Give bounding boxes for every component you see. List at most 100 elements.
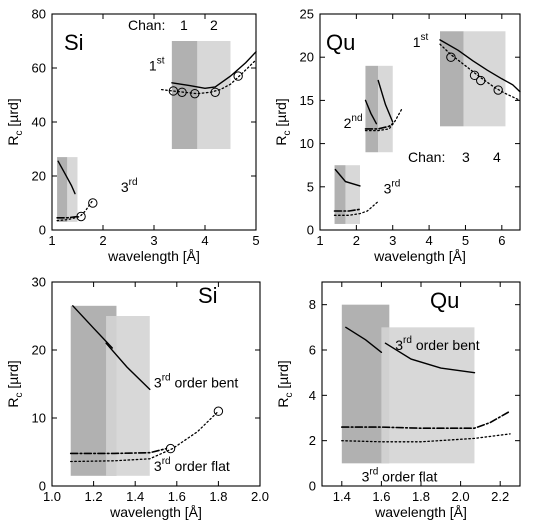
y-tick-label: 0	[39, 223, 46, 238]
order-annotation: 3rd order bent	[395, 335, 480, 353]
panel-title: Qu	[326, 30, 355, 55]
data-point	[190, 88, 200, 99]
series-line	[341, 433, 511, 443]
series-line	[72, 305, 114, 349]
x-axis-label: wavelength [Å]	[373, 248, 466, 264]
series-line	[439, 39, 521, 93]
y-tick-label: 30	[32, 275, 46, 290]
x-tick-label: 3	[150, 233, 157, 248]
x-tick-label: 4	[425, 233, 432, 248]
channel-band	[345, 165, 360, 224]
x-tick-label: 1.6	[372, 489, 390, 504]
y-tick-label: 25	[300, 7, 314, 22]
plot-frame	[319, 13, 521, 231]
channel-number: 1	[180, 17, 188, 33]
y-tick-label: 10	[32, 411, 46, 426]
order-annotation: 1st	[149, 56, 165, 74]
y-tick-label: 2	[309, 433, 316, 448]
y-tick-label: 20	[32, 343, 46, 358]
series-line	[364, 99, 378, 125]
y-tick-label: 15	[300, 93, 314, 108]
x-tick-label: 2	[99, 233, 106, 248]
y-tick-label: 20	[300, 50, 314, 65]
plot-frame	[51, 281, 261, 487]
channel-band	[365, 65, 379, 153]
channel-label: Chan:	[408, 149, 445, 165]
data-point	[88, 198, 98, 208]
x-tick-label: 5	[252, 233, 259, 248]
y-axis-label: Rc [µrd]	[273, 98, 293, 145]
channel-label: Chan:	[128, 17, 165, 33]
order-annotation: 3rd order flat	[362, 466, 438, 484]
order-annotation: 2nd	[344, 113, 363, 131]
y-tick-label: 20	[32, 169, 46, 184]
channel-band	[334, 165, 346, 224]
series-line	[384, 342, 476, 374]
x-tick-label: 2.0	[452, 489, 470, 504]
series-line	[70, 410, 220, 463]
series-line	[160, 59, 257, 95]
panel-title: Si	[64, 30, 84, 55]
y-tick-label: 40	[32, 115, 46, 130]
x-tick-label: 5	[462, 233, 469, 248]
x-tick-label: 1.8	[209, 489, 227, 504]
x-tick-label: 1.8	[412, 489, 430, 504]
channel-band	[106, 316, 150, 476]
series-line	[56, 215, 79, 219]
x-axis-label: wavelength [Å]	[374, 504, 467, 520]
series-line	[105, 342, 151, 391]
channel-band	[171, 41, 198, 149]
x-axis-label: wavelength [Å]	[109, 504, 202, 520]
data-point	[469, 70, 480, 81]
y-tick-label: 0	[39, 479, 46, 494]
x-tick-label: 3	[389, 233, 396, 248]
panel-2: 1 2 3 4 5 6 0 5 10 15 20 25 wavelength [Å] Rc [µrd] Qu…	[273, 7, 521, 264]
channel-number: 2	[210, 17, 218, 33]
series-line	[334, 168, 361, 187]
panel-1: 1 2 3 4 5 0 20 40 60 80 wavelength [Å] Rc [µrd] Si Ch…	[5, 7, 260, 265]
data-point	[210, 87, 220, 98]
channel-band	[57, 157, 68, 222]
x-tick-label: 1.4	[333, 489, 351, 504]
data-point	[76, 211, 86, 222]
x-tick-label: 1	[48, 233, 55, 248]
channel-band	[341, 304, 390, 464]
channel-number: 4	[493, 149, 501, 165]
channel-band	[440, 31, 464, 127]
data-point	[233, 71, 243, 81]
order-annotation: 1st	[413, 32, 429, 50]
panel-3: 1.0 1.2 1.4 1.6 1.8 2.0 0 10 20 30 wavelength [Å] R…	[5, 275, 269, 521]
channel-band	[67, 157, 78, 222]
x-tick-label: 2.2	[491, 489, 509, 504]
x-tick-label: 1.2	[85, 489, 103, 504]
panel-title: Si	[198, 283, 218, 308]
series-line	[333, 208, 361, 212]
panel-4: 1.4 1.6 1.8 2.0 2.2 0 2 4 6 8 wavelength [Å] Rc [µr…	[275, 281, 521, 520]
series-line	[377, 79, 394, 123]
y-tick-label: 4	[309, 388, 316, 403]
y-tick-label: 0	[309, 479, 316, 494]
x-tick-label: 1.4	[126, 489, 144, 504]
x-tick-label: 1.6	[168, 489, 186, 504]
y-tick-label: 0	[307, 223, 314, 238]
data-point	[493, 85, 503, 95]
x-tick-label: 1.0	[43, 489, 61, 504]
x-tick-label: 2.0	[251, 489, 269, 504]
panel-title: Qu	[430, 288, 459, 313]
y-axis-label: Rc [µrd]	[275, 360, 295, 407]
order-annotation: 3rd order bent	[154, 372, 239, 390]
y-tick-label: 8	[309, 297, 316, 312]
x-tick-label: 1	[316, 233, 323, 248]
series-line	[364, 108, 403, 132]
x-axis-label: wavelength [Å]	[107, 248, 200, 264]
data-point	[476, 75, 486, 86]
data-point	[177, 87, 187, 98]
series-line	[69, 447, 168, 455]
y-tick-label: 6	[309, 343, 316, 358]
y-axis-label: Rc [µrd]	[5, 360, 25, 407]
channel-band	[197, 41, 231, 149]
series-line	[57, 160, 76, 195]
channel-band	[378, 65, 393, 153]
y-tick-label: 5	[307, 179, 314, 194]
